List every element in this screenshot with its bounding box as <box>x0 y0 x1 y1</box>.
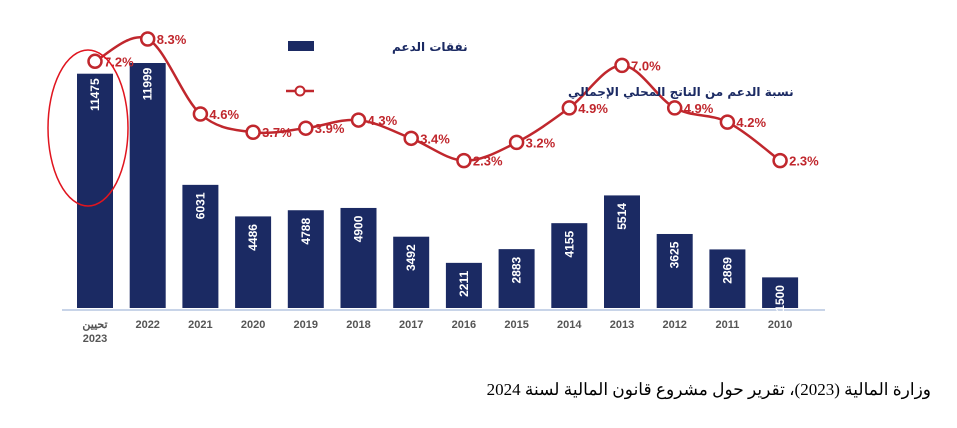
line-point-2 <box>192 106 209 122</box>
bar-value-label-6: 3492 <box>404 244 418 271</box>
x-tick-label-12: 2011 <box>715 319 739 331</box>
bar-8 <box>498 249 535 308</box>
bar-value-label-7: 2211 <box>457 271 471 297</box>
bar-value-label-0: 11475 <box>88 78 102 111</box>
x-tick-label-0-line-1: 2023 <box>83 333 107 345</box>
bar-value-label-5: 4900 <box>352 215 366 242</box>
bar-value-label-12: 2869 <box>720 257 734 284</box>
line-point-0 <box>87 53 103 70</box>
line-point-11 <box>666 100 683 116</box>
bar-0 <box>77 73 113 309</box>
x-tick-label-5: 2018 <box>346 319 370 331</box>
bar-9 <box>551 223 588 308</box>
line-value-label-5: 4.3% <box>368 113 398 128</box>
line-point-10 <box>614 57 630 74</box>
line-point-13 <box>772 152 788 169</box>
bar-value-label-4: 4788 <box>299 218 313 245</box>
x-tick-label-2: 2021 <box>188 319 212 331</box>
bar-2 <box>182 184 219 308</box>
line-point-8 <box>508 134 525 151</box>
bar-value-label-9: 4155 <box>562 230 576 257</box>
x-tick-label-13: 2010 <box>768 319 792 331</box>
line-value-label-10: 7.0% <box>631 58 661 73</box>
line-value-label-7: 2.3% <box>473 154 503 169</box>
line-point-6 <box>403 130 419 147</box>
line-point-9 <box>561 100 578 116</box>
line-value-label-1: 8.3% <box>157 32 187 47</box>
bar-12 <box>709 249 746 308</box>
bar-10 <box>604 195 640 308</box>
line-value-label-12: 4.2% <box>736 115 766 130</box>
bar-5 <box>340 207 377 308</box>
line-point-5 <box>350 112 367 128</box>
x-tick-label-8: 2015 <box>504 319 528 331</box>
bar-7 <box>445 262 482 308</box>
line-point-4 <box>298 120 314 136</box>
line-value-label-11: 4.9% <box>684 101 714 116</box>
bar-11 <box>656 233 693 308</box>
x-tick-label-1: 2022 <box>135 319 159 331</box>
line-value-label-3: 3.7% <box>262 125 292 140</box>
legend-line-marker <box>294 85 306 97</box>
line-value-label-8: 3.2% <box>526 135 556 150</box>
x-tick-label-0-line-0: تحيين <box>82 319 107 331</box>
x-tick-label-10: 2013 <box>610 319 634 331</box>
highlight-ellipse <box>47 49 129 207</box>
line-point-3 <box>245 124 261 140</box>
legend-line-label: نسبة الدعم من الناتج المحلي الإجمالي <box>568 85 794 99</box>
bar-4 <box>287 210 324 308</box>
legend-bar-swatch <box>288 41 314 51</box>
bar-value-label-8: 2883 <box>510 256 524 283</box>
x-tick-label-4: 2019 <box>294 319 318 331</box>
bar-3 <box>235 216 272 308</box>
source-caption: وزارة المالية (2023)، تقرير حول مشروع قا… <box>486 380 931 399</box>
line-point-12 <box>719 114 736 130</box>
bar-13 <box>762 277 799 308</box>
line-value-label-6: 3.4% <box>420 131 450 146</box>
x-tick-label-9: 2014 <box>557 319 582 331</box>
line-point-7 <box>456 152 472 169</box>
bar-6 <box>393 236 430 308</box>
x-tick-label-7: 2016 <box>452 319 476 331</box>
line-value-label-2: 4.6% <box>209 107 239 122</box>
bar-value-label-13: 1500 <box>773 285 787 312</box>
line-value-label-13: 2.3% <box>789 154 819 169</box>
line-value-label-9: 4.9% <box>578 101 608 116</box>
x-tick-label-11: 2012 <box>662 319 686 331</box>
bar-value-label-11: 3625 <box>668 241 682 268</box>
bar-value-label-2: 6031 <box>193 192 207 219</box>
bar-value-label-10: 5514 <box>615 203 629 230</box>
bar-1 <box>129 63 166 308</box>
line-value-label-4: 3.9% <box>315 121 345 136</box>
legend-bar-label: نفقات الدعم <box>392 40 468 54</box>
x-tick-label-3: 2020 <box>241 319 265 331</box>
bar-value-label-1: 11999 <box>141 67 155 100</box>
line-point-1 <box>139 31 156 47</box>
x-tick-label-6: 2017 <box>399 319 423 331</box>
bar-value-label-3: 4486 <box>246 224 260 251</box>
